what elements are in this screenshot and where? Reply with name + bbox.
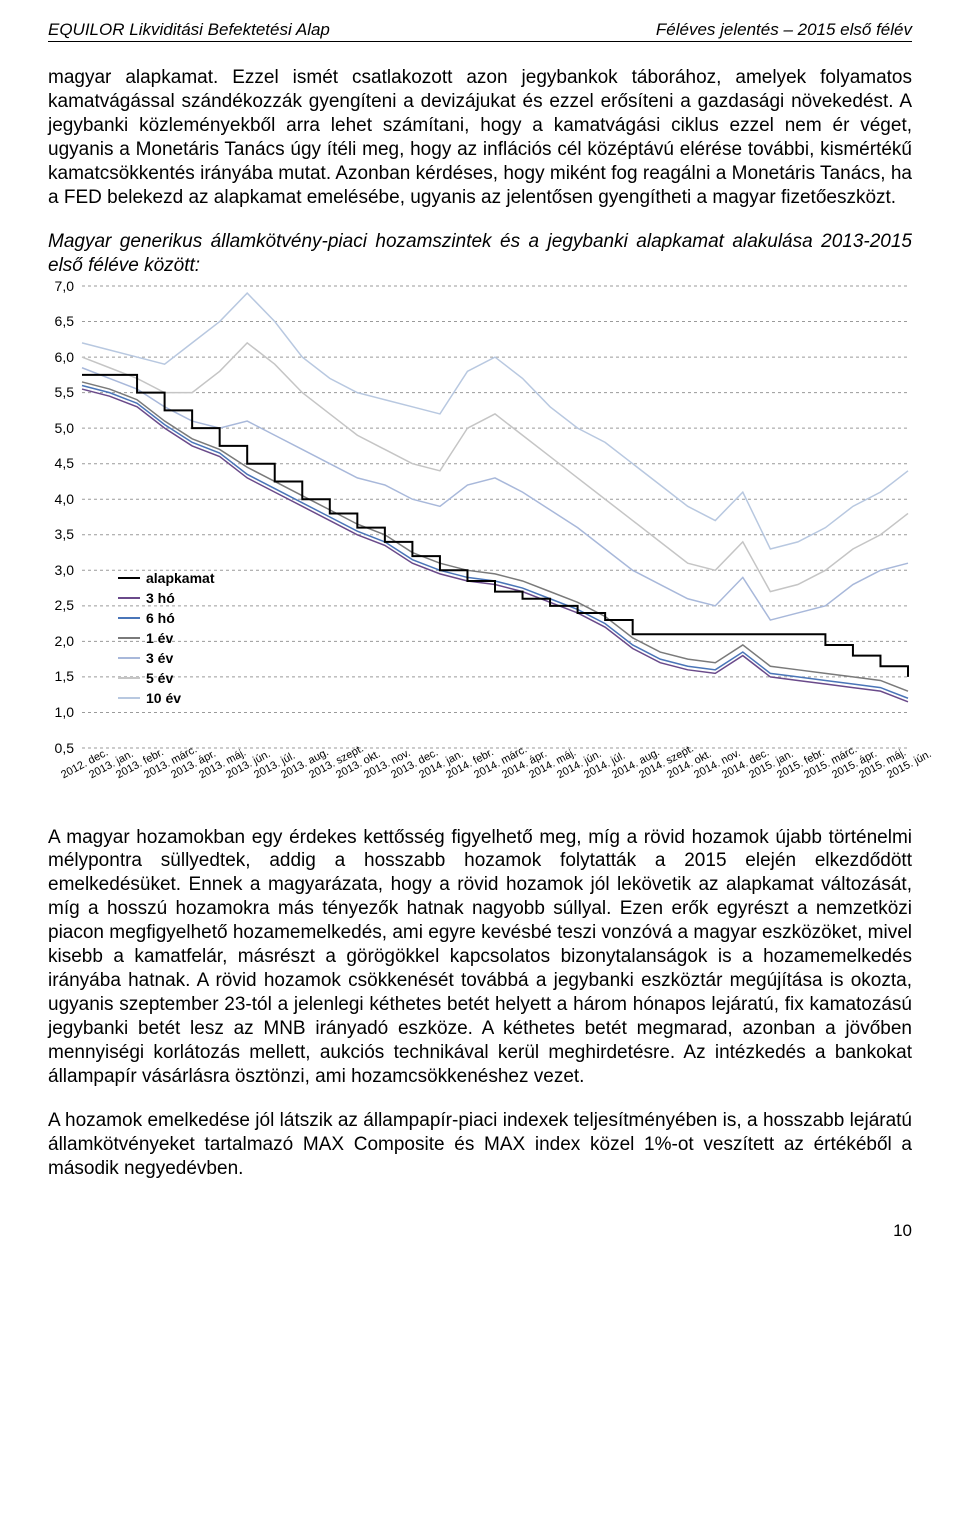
legend-swatch	[118, 657, 140, 659]
legend-item: 3 hó	[118, 588, 214, 608]
header-right: Féléves jelentés – 2015 első félév	[656, 20, 912, 40]
y-tick-label: 6,5	[48, 313, 74, 329]
y-tick-label: 1,5	[48, 668, 74, 684]
paragraph-3: A hozamok emelkedése jól látszik az álla…	[48, 1109, 912, 1181]
y-tick-label: 0,5	[48, 740, 74, 756]
legend-swatch	[118, 577, 140, 579]
paragraph-2: A magyar hozamokban egy érdekes kettőssé…	[48, 826, 912, 1089]
y-tick-label: 2,5	[48, 597, 74, 613]
page-number: 10	[48, 1221, 912, 1241]
chart-title: Magyar generikus államkötvény-piaci hoza…	[48, 230, 912, 278]
y-tick-label: 6,0	[48, 349, 74, 365]
legend-label: 3 hó	[146, 590, 175, 606]
yield-chart: 7,0 6,5 6,0 5,5 5,0 4,5 4,0 3,5 3,0 2,5 2,0 1,5 1,0 0…	[48, 280, 912, 800]
legend-label: 3 év	[146, 650, 173, 666]
legend-swatch	[118, 677, 140, 679]
legend-label: alapkamat	[146, 570, 214, 586]
legend-item: 3 év	[118, 648, 214, 668]
legend-item: 5 év	[118, 668, 214, 688]
y-tick-label: 5,0	[48, 420, 74, 436]
legend-swatch	[118, 597, 140, 599]
legend-label: 5 év	[146, 670, 173, 686]
legend-label: 6 hó	[146, 610, 175, 626]
legend-label: 10 év	[146, 690, 181, 706]
y-tick-label: 3,5	[48, 526, 74, 542]
y-tick-label: 7,0	[48, 278, 74, 294]
legend-item: alapkamat	[118, 568, 214, 588]
legend-item: 10 év	[118, 688, 214, 708]
y-tick-label: 4,5	[48, 455, 74, 471]
header-left: EQUILOR Likviditási Befektetési Alap	[48, 20, 330, 40]
legend-item: 6 hó	[118, 608, 214, 628]
legend-swatch	[118, 637, 140, 639]
chart-svg	[48, 280, 912, 800]
legend-item: 1 év	[118, 628, 214, 648]
legend-swatch	[118, 697, 140, 699]
y-tick-label: 4,0	[48, 491, 74, 507]
y-tick-label: 1,0	[48, 704, 74, 720]
legend-swatch	[118, 617, 140, 619]
page-header: EQUILOR Likviditási Befektetési Alap Fél…	[48, 20, 912, 42]
y-tick-label: 5,5	[48, 384, 74, 400]
paragraph-1: magyar alapkamat. Ezzel ismét csatlakozo…	[48, 66, 912, 210]
chart-legend: alapkamat 3 hó 6 hó 1 év 3 év 5 év 10 év	[118, 568, 214, 708]
legend-label: 1 év	[146, 630, 173, 646]
y-tick-label: 3,0	[48, 562, 74, 578]
y-tick-label: 2,0	[48, 633, 74, 649]
